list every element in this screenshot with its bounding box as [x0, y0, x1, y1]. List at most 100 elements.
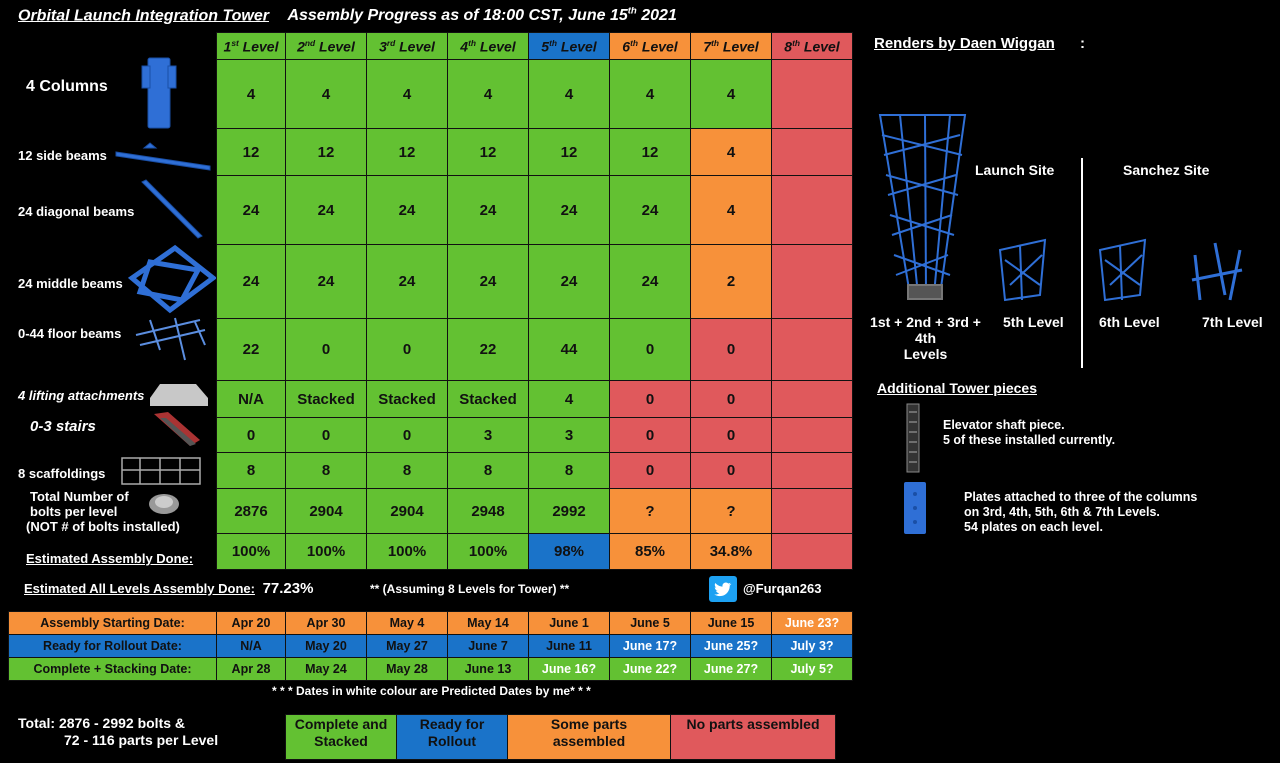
renders-heading-text: Renders by Daen Wiggan — [874, 35, 1055, 52]
title-sup: th — [627, 6, 637, 17]
lvl-sup: st — [231, 37, 239, 48]
title-year: 2021 — [636, 7, 677, 25]
legend-text: Ready for — [419, 716, 485, 732]
cell: 12 — [366, 128, 448, 176]
legend-no-parts: No parts assembled — [670, 714, 836, 760]
cell: Stacked — [447, 380, 529, 418]
legend-text: No parts assembled — [686, 716, 820, 732]
level-header: 3rd Level — [366, 32, 448, 60]
label-bolts-3: (NOT # of bolts installed) — [26, 519, 180, 534]
cell: 24 — [285, 244, 367, 319]
date-cell: June 22? — [609, 657, 691, 681]
cell — [771, 318, 853, 381]
legend-complete: Complete and Stacked — [285, 714, 397, 760]
cell: 4 — [216, 59, 286, 129]
row-middle-beams: 24 24 24 24 24 24 2 — [216, 244, 853, 319]
cell: 98% — [528, 533, 610, 570]
lvl-num: 3 — [379, 38, 387, 55]
date-cell: June 16? — [528, 657, 610, 681]
lvl-sup: th — [549, 37, 557, 48]
plates-text-2: on 3rd, 4th, 5th, 6th & 7th Levels. — [964, 505, 1160, 519]
level-6-label: 6th Level — [1099, 314, 1160, 330]
legend: Complete and Stacked Ready for Rollout Som… — [285, 714, 836, 760]
date-cell: May 4 — [366, 611, 448, 635]
lvl-sup: th — [468, 37, 476, 48]
lvl-word: Level — [638, 38, 678, 55]
label-bolts-1: Total Number of — [30, 489, 129, 504]
date-cell: June 11 — [528, 634, 610, 658]
lvl-sup: nd — [304, 37, 316, 48]
scaffolding-icon — [121, 457, 201, 485]
lvl-sup: th — [792, 37, 800, 48]
legend-text: Rollout — [427, 733, 477, 749]
date-cell: June 5 — [609, 611, 691, 635]
cell — [771, 244, 853, 319]
cell: 0 — [690, 318, 772, 381]
cell: 0 — [690, 417, 772, 453]
cell: 8 — [366, 452, 448, 489]
level-header: 5th Level — [528, 32, 610, 60]
legend-text: Stacked — [314, 733, 368, 749]
label-bolts-2: bolts per level — [30, 504, 118, 519]
plate-icon — [904, 482, 926, 534]
cell: 4 — [285, 59, 367, 129]
lvl-num: 1 — [223, 38, 232, 55]
cell — [771, 417, 853, 453]
all-levels-done: Estimated All Levels Assembly Done: 77.2… — [24, 580, 313, 597]
row-assembly-done: 100% 100% 100% 100% 98% 85% 34.8% — [216, 533, 853, 570]
all-levels-value: 77.23% — [262, 580, 314, 597]
level-header: 7th Level — [690, 32, 772, 60]
title-progress: Assembly Progress as of 18:00 CST, June … — [287, 6, 677, 25]
middle-beams-icon — [127, 244, 216, 314]
cell: 44 — [528, 318, 610, 381]
label-lifting: 4 lifting attachments — [18, 388, 145, 403]
cell — [771, 533, 853, 570]
lvl-word: Level — [315, 38, 355, 55]
title-main: Orbital Launch Integration Tower — [18, 7, 269, 25]
level-7-label: 7th Level — [1202, 314, 1263, 330]
schedule-table: Assembly Starting Date: Apr 20 Apr 30 May … — [8, 611, 853, 681]
cell: 4 — [609, 59, 691, 129]
cell: 24 — [447, 175, 529, 245]
cell: ? — [690, 488, 772, 534]
cell: 3 — [528, 417, 610, 453]
label-side-beams: 12 side beams — [18, 148, 107, 163]
tower-render-icon — [878, 114, 967, 300]
cell: 0 — [366, 417, 448, 453]
date-cell: May 28 — [366, 657, 448, 681]
cell — [771, 128, 853, 176]
cell: 2904 — [366, 488, 448, 534]
lvl-sup: th — [630, 37, 638, 48]
additional-heading: Additional Tower pieces — [877, 380, 1037, 396]
twitter-handle[interactable]: @Furqan263 — [743, 581, 822, 596]
level-header-row: 1st Level 2nd Level 3rd Level 4th Level … — [216, 32, 853, 60]
cell: 24 — [285, 175, 367, 245]
row-diagonal-beams: 24 24 24 24 24 24 4 — [216, 175, 853, 245]
cell: 0 — [609, 318, 691, 381]
cell: 34.8% — [690, 533, 772, 570]
cell: 0 — [609, 452, 691, 489]
plates-text-1: Plates attached to three of the columns — [964, 490, 1198, 504]
cell: 2876 — [216, 488, 286, 534]
cell: 4 — [690, 59, 772, 129]
additional-icons — [904, 403, 926, 534]
cell: 12 — [285, 128, 367, 176]
cell: 8 — [447, 452, 529, 489]
label-stairs: 0-3 stairs — [30, 418, 96, 435]
level6-render-icon — [1098, 238, 1147, 302]
lvl-num: 6 — [622, 38, 631, 55]
date-cell: Apr 28 — [216, 657, 286, 681]
lifting-attachment-icon — [150, 384, 208, 406]
plates-text-3: 54 plates on each level. — [964, 520, 1103, 534]
legend-text: Some parts — [550, 716, 628, 732]
row-floor-beams: 22 0 0 22 44 0 0 — [216, 318, 853, 381]
date-cell: Apr 20 — [216, 611, 286, 635]
label-assembly-done: Estimated Assembly Done: — [26, 551, 194, 566]
cell: 4 — [690, 128, 772, 176]
site-divider — [1081, 158, 1083, 368]
lvl-num: 5 — [541, 38, 550, 55]
level-header: 8th Level — [771, 32, 853, 60]
cell: 24 — [216, 175, 286, 245]
date-cell: June 15 — [690, 611, 772, 635]
cell: 24 — [528, 175, 610, 245]
